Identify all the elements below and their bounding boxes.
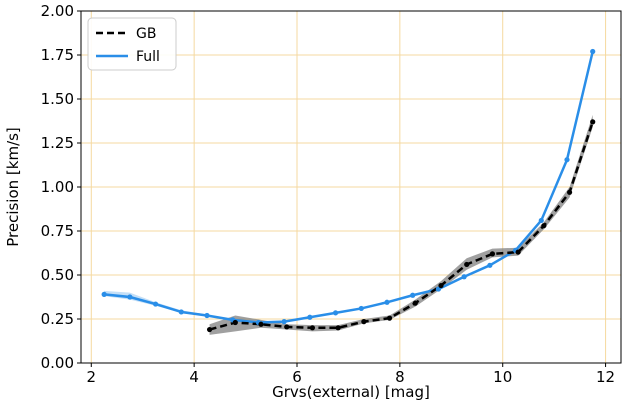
data-point-gb [284,324,290,330]
data-point-gb [438,282,444,289]
data-point-full [101,291,107,297]
legend-label-full: Full [136,49,160,65]
data-point-gb [541,223,547,229]
y-tick-label: 1.25 [41,134,74,152]
x-tick-label: 12 [596,368,615,386]
data-point-gb [361,319,367,325]
y-tick-label: 0.25 [41,310,74,328]
data-point-full [461,274,467,280]
x-tick-label: 2 [87,368,97,386]
y-tick-label: 2.00 [41,2,74,20]
data-point-full [538,217,544,224]
data-point-full [152,301,159,307]
data-point-full [410,292,416,298]
data-point-gb [464,261,470,268]
grid [81,10,621,364]
y-tick-label: 0.00 [41,354,74,372]
x-tick-label: 6 [292,368,302,386]
y-tick-label: 0.50 [41,266,74,284]
data-point-gb [489,251,496,257]
data-point-gb [258,321,264,327]
y-axis-label: Precision [km/s] [4,127,22,247]
data-point-full [281,319,287,325]
data-point-gb [206,326,213,333]
data-point-full [332,310,339,316]
data-point-full [178,309,184,315]
data-point-gb [309,325,316,331]
x-tick-label: 10 [493,368,512,386]
y-tick-label: 1.75 [41,46,74,64]
data-point-full [384,299,390,305]
confidence-bands [104,50,593,335]
data-point-gb [590,119,596,125]
band-gb [209,114,593,335]
y-tick-label: 1.50 [41,90,74,108]
data-point-gb [386,315,393,321]
legend: GB Full [87,17,177,71]
axis-ticks: 2 4 6 8 10 12 0.00 0.25 0.50 0.75 1.00 1.25 1.50 1.75… [41,2,616,386]
data-point-full [564,157,570,163]
x-axis-label: Grvs(external) [mag] [272,383,430,401]
data-point-gb [515,249,521,255]
y-tick-label: 0.75 [41,222,74,240]
series-points [101,48,596,333]
data-point-full [487,262,493,268]
data-point-gb [566,189,573,195]
data-point-gb [335,325,341,331]
data-point-gb [412,300,418,306]
data-point-full [307,314,313,320]
data-point-gb [232,319,238,326]
data-point-full [590,48,596,55]
series-lines [104,51,594,331]
data-point-full [358,305,364,312]
data-point-full [204,312,210,319]
y-tick-label: 1.00 [41,178,74,196]
data-point-full [127,294,133,300]
legend-label-gb: GB [136,26,156,42]
x-tick-label: 4 [189,368,199,386]
legend-box [87,17,177,71]
x-tick-label: 8 [395,368,405,386]
